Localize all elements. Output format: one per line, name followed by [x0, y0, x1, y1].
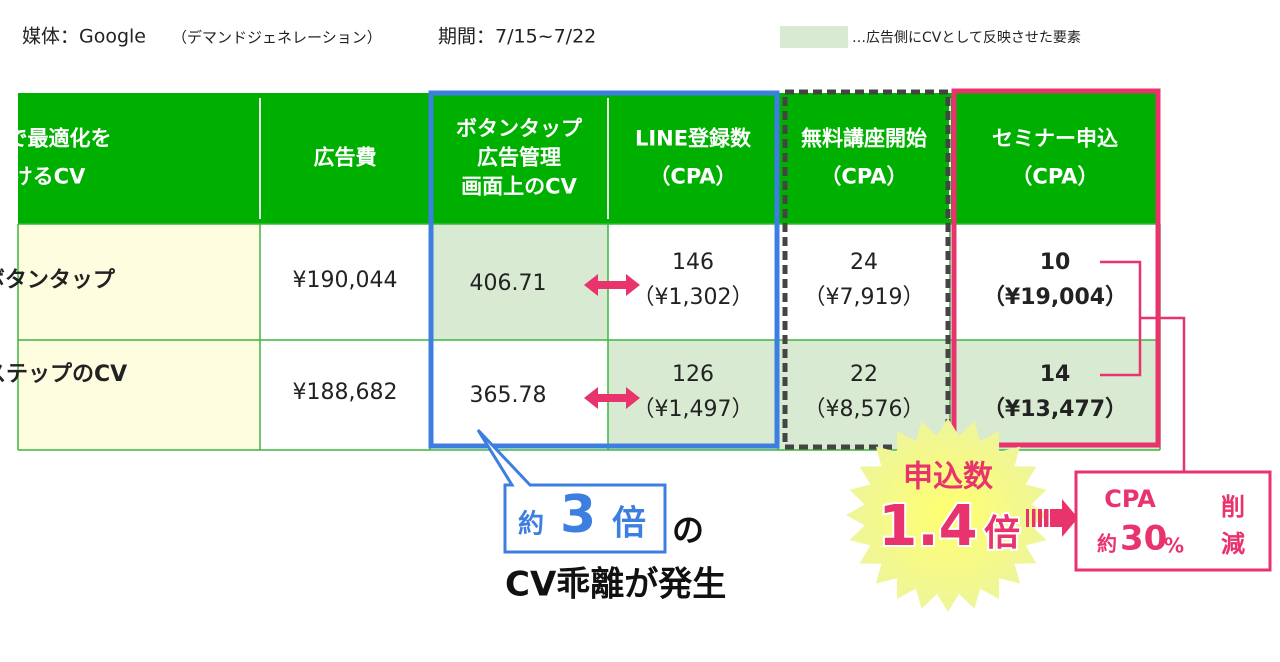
- arrow-stripe: [1038, 509, 1042, 527]
- course-cpa: （¥8,576）: [804, 397, 925, 422]
- line-cpa: （¥1,302）: [633, 285, 754, 310]
- cost: ¥188,682: [293, 380, 398, 405]
- callout-box: [476, 428, 667, 554]
- column-header: （CPA）: [1011, 165, 1098, 189]
- decorations: 約 3 倍のCV乖離が発生申込数1.4 倍CPA約 30%削減: [428, 88, 1272, 612]
- row-label: A.ボタンタップ: [0, 268, 116, 293]
- cell-bg: [778, 224, 950, 340]
- starburst: [846, 418, 1050, 612]
- arrow-stripe: [1032, 509, 1036, 527]
- pink-frame: [951, 88, 1161, 448]
- badge-number: 1.4: [878, 494, 977, 559]
- period: 期間：7/15~7/22: [438, 26, 596, 48]
- column-header: 無料講座開始: [801, 127, 927, 151]
- line-count: 126: [672, 362, 714, 387]
- bracket: [1100, 260, 1186, 472]
- arrow-stripe: [1044, 509, 1049, 527]
- cell-bg: [260, 224, 430, 340]
- media-note: （デマンドジェネレーション）: [172, 29, 382, 47]
- result-prefix: 約: [1097, 532, 1117, 556]
- media: 媒体：Google: [22, 26, 146, 48]
- result-number: 30: [1120, 519, 1167, 559]
- course-count: 24: [850, 250, 878, 275]
- seminar-count: 10: [1040, 250, 1071, 275]
- legend-text: …広告側にCVとして反映させた要素: [852, 30, 1081, 46]
- badge-suffix: 倍: [984, 513, 1020, 554]
- cell-bg: [608, 340, 778, 450]
- badge-label: 申込数: [903, 460, 994, 495]
- column-header: LINE登録数: [635, 127, 752, 151]
- line-count: 146: [672, 250, 714, 275]
- callout-suffix: 倍: [612, 504, 646, 544]
- seminar-cpa: （¥19,004）: [983, 285, 1127, 310]
- button-cv: 406.71: [470, 271, 547, 296]
- column-header: ボタンタップ: [456, 117, 583, 141]
- cell-bg: [430, 340, 608, 450]
- line-cpa: （¥1,497）: [633, 397, 754, 422]
- double-arrow: [584, 274, 640, 296]
- seminar-cpa: （¥13,477）: [983, 397, 1127, 422]
- header-bg: [18, 93, 1160, 224]
- seminar-count: 14: [1040, 362, 1071, 387]
- column-header: セミナー申込: [992, 127, 1118, 151]
- cell-bg: [18, 224, 260, 340]
- dashed-frame: [782, 89, 951, 450]
- column-header: 広告で最適化を: [0, 127, 112, 151]
- cell-bg: [950, 340, 1160, 450]
- row-label: B.LステップのCV: [0, 362, 127, 387]
- column-header: 広告管理: [477, 146, 561, 170]
- arrow: [1050, 499, 1078, 537]
- button-cv: 365.78: [470, 383, 547, 408]
- result-box: [1074, 470, 1272, 572]
- callout-text: CV乖離が発生: [505, 565, 726, 605]
- result-title: CPA: [1104, 485, 1156, 513]
- callout-number: 3: [560, 485, 596, 545]
- column-header: 広告費: [314, 146, 377, 170]
- result-verb: 削: [1221, 493, 1245, 521]
- arrow-stripe: [1026, 509, 1029, 527]
- result-unit: %: [1164, 534, 1184, 558]
- callout-particle: の: [672, 511, 704, 549]
- result-verb: 減: [1221, 530, 1245, 558]
- column-header: （CPA）: [820, 165, 907, 189]
- double-arrow: [584, 387, 640, 409]
- cell-bg: [260, 340, 430, 450]
- course-cpa: （¥7,919）: [804, 285, 925, 310]
- column-header: 画面上のCV: [461, 175, 577, 199]
- blue-frame: [428, 90, 780, 449]
- cell-bg: [950, 224, 1160, 340]
- column-header: かけるCV: [0, 165, 86, 189]
- cell-bg: [430, 224, 608, 340]
- course-count: 22: [850, 362, 878, 387]
- cost: ¥190,044: [293, 268, 398, 293]
- cell-bg: [18, 340, 260, 450]
- cell-bg: [608, 224, 778, 340]
- callout-prefix: 約: [518, 509, 544, 540]
- column-header: （CPA）: [649, 165, 736, 189]
- legend-swatch: [780, 26, 848, 48]
